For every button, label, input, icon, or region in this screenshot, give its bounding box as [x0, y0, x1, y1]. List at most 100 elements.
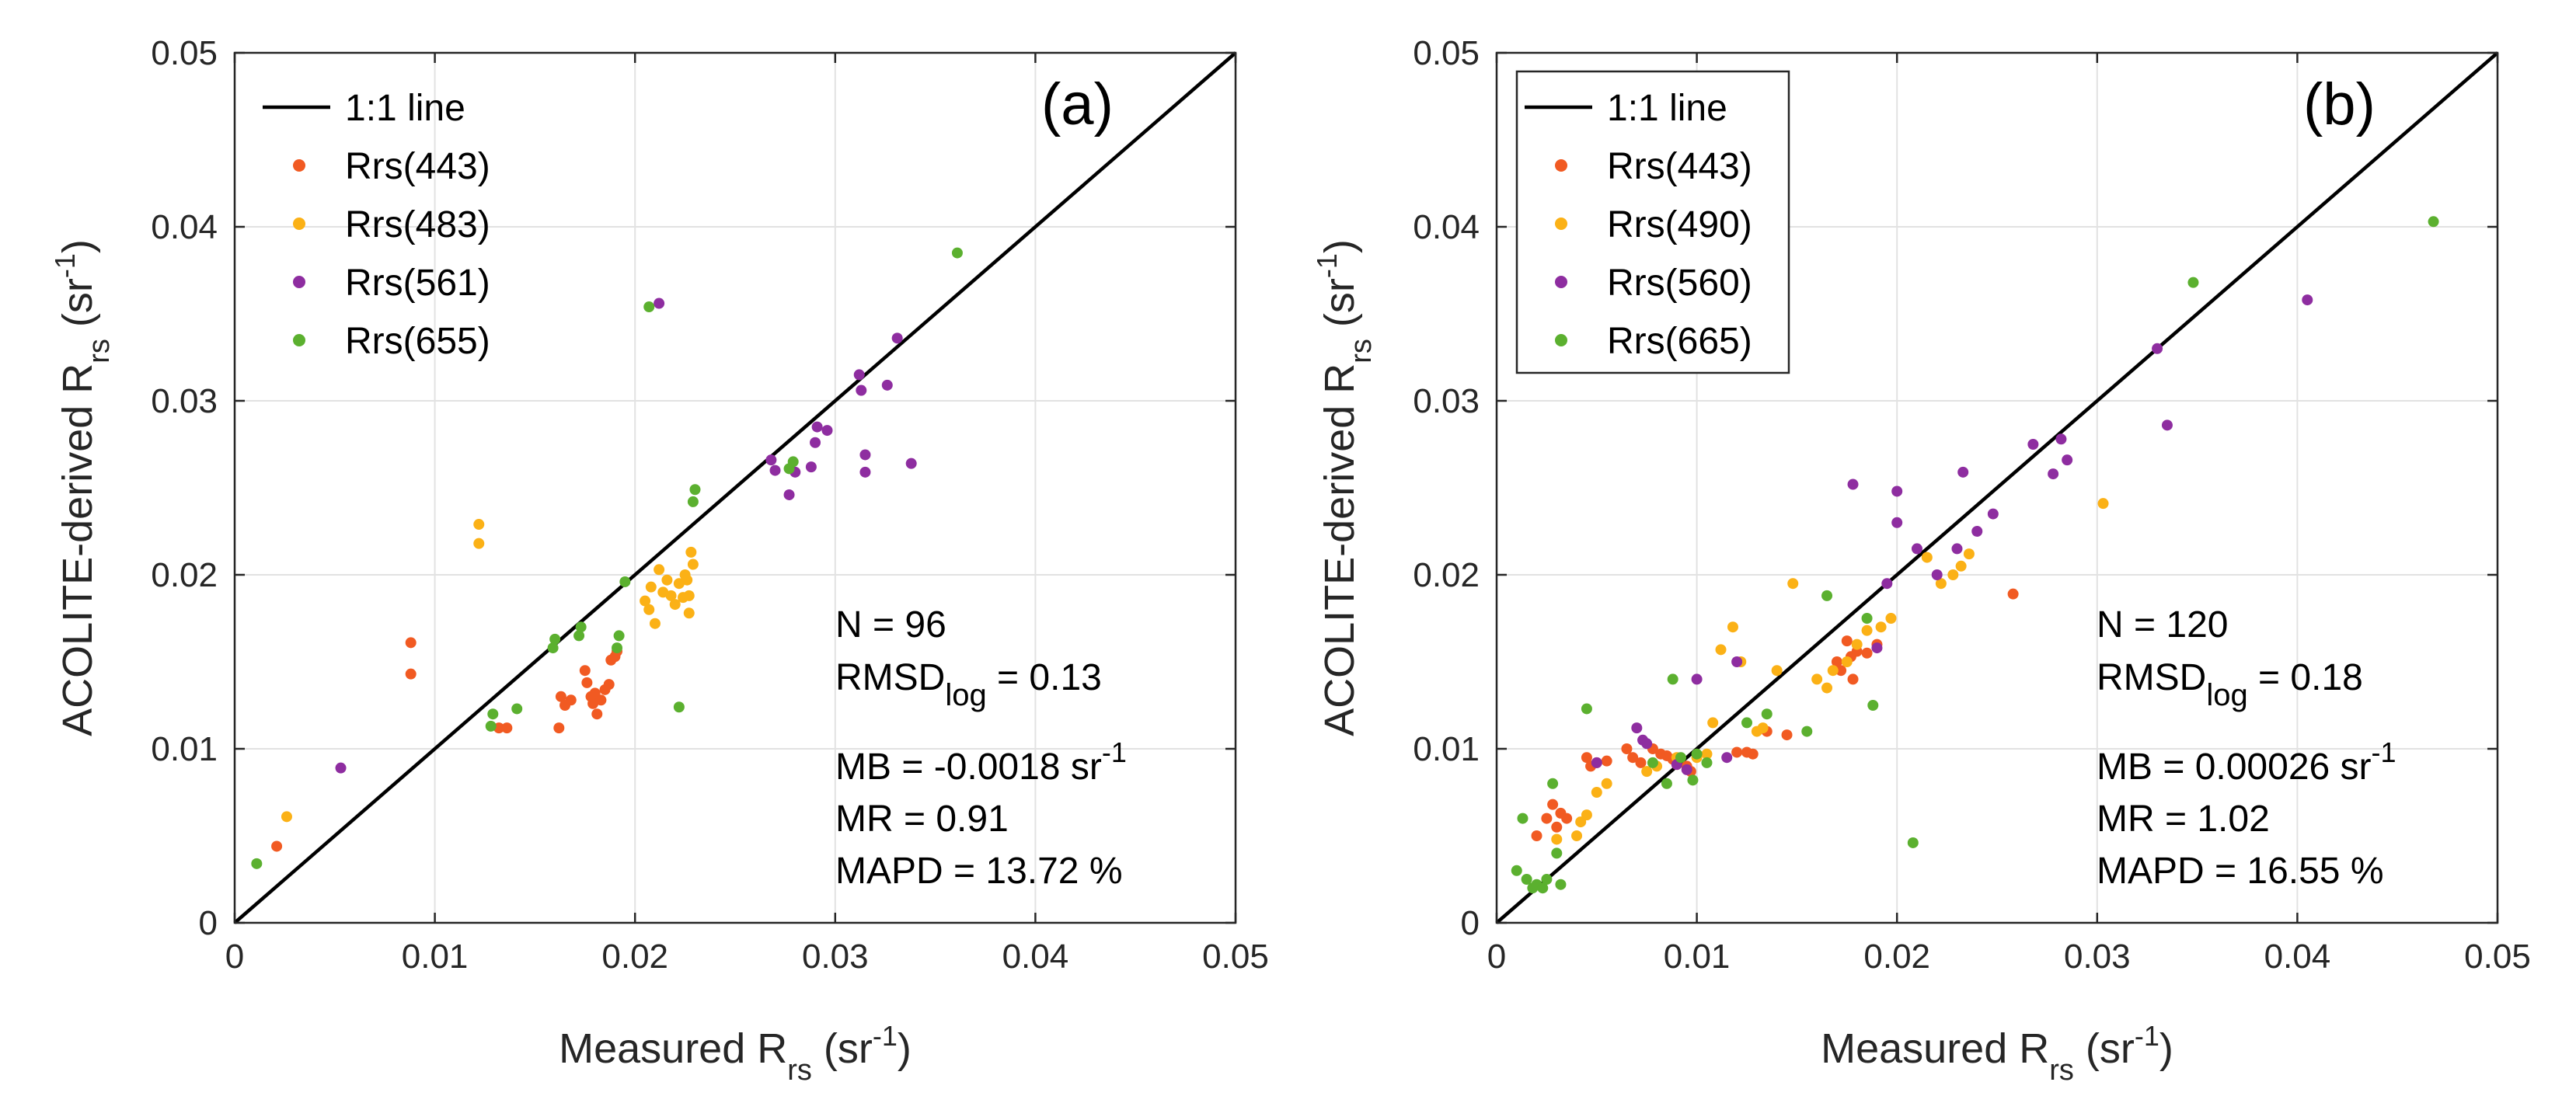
- data-point: [251, 858, 263, 869]
- x-tick-label: 0.01: [402, 938, 469, 976]
- data-point: [1641, 738, 1653, 750]
- stat-n: N = 120: [2097, 604, 2228, 645]
- data-point: [1551, 833, 1563, 845]
- stat-mb: MB = -0.0018 sr-1: [835, 736, 1127, 788]
- data-point: [769, 465, 781, 476]
- data-point: [1885, 613, 1897, 624]
- data-point: [821, 425, 833, 437]
- data-point: [1847, 673, 1859, 685]
- axes-frame: [1495, 51, 2499, 924]
- data-point: [765, 454, 777, 466]
- x-axis-label: Measured Rrs (sr-1): [1821, 1020, 2173, 1087]
- data-point: [2187, 277, 2199, 288]
- data-point: [1707, 717, 1719, 729]
- data-point: [575, 621, 587, 633]
- data-point: [1757, 722, 1769, 734]
- data-point: [951, 247, 963, 259]
- one-to-one-line: [1495, 51, 2499, 924]
- stat-mr: MR = 1.02: [2097, 799, 2270, 840]
- data-point: [1955, 560, 1967, 572]
- y-tick-label: 0.02: [1413, 556, 1480, 594]
- data-point: [603, 679, 615, 691]
- series-rrs-655-: [251, 247, 963, 869]
- data-point: [1517, 813, 1529, 824]
- y-tick-label: 0.05: [1413, 34, 1480, 72]
- data-point: [1511, 865, 1522, 876]
- y-tick-label: 0.01: [1413, 730, 1480, 768]
- data-point: [1821, 590, 1833, 601]
- data-point: [1661, 778, 1672, 789]
- data-point: [1731, 746, 1743, 758]
- x-tick-label: 0.05: [2464, 938, 2531, 976]
- x-tick-label: 0.04: [1002, 938, 1069, 976]
- data-point: [687, 496, 699, 507]
- data-point: [683, 607, 695, 619]
- data-point: [1551, 847, 1563, 859]
- data-point: [1547, 799, 1559, 810]
- data-point: [511, 703, 523, 715]
- data-point: [2302, 294, 2313, 306]
- stat-n: N = 96: [835, 604, 946, 645]
- data-point: [1761, 708, 1773, 720]
- panel-label: (b): [2303, 71, 2376, 137]
- data-point: [2152, 343, 2163, 354]
- data-point: [565, 694, 577, 706]
- data-point: [613, 630, 625, 642]
- data-point: [811, 421, 823, 433]
- data-point: [595, 694, 607, 706]
- data-point: [1741, 717, 1752, 729]
- data-point: [1861, 647, 1873, 659]
- data-point: [1715, 644, 1727, 656]
- data-point: [485, 720, 497, 732]
- data-point: [1781, 729, 1793, 741]
- data-point: [2048, 468, 2059, 480]
- data-point: [2161, 419, 2173, 431]
- x-tick-label: 0: [1487, 938, 1506, 976]
- x-axis-label: Measured Rrs (sr-1): [559, 1020, 912, 1087]
- data-point: [1987, 508, 1999, 520]
- data-point: [553, 722, 565, 734]
- data-point: [1861, 625, 1873, 636]
- legend-label-series-3: Rrs(560): [1607, 263, 1752, 304]
- data-point: [1821, 682, 1833, 694]
- x-tick-label: 0.04: [2264, 938, 2331, 976]
- x-tick-label: 0: [225, 938, 244, 976]
- data-point: [1867, 700, 1879, 711]
- data-point: [853, 369, 865, 381]
- data-point: [1911, 543, 1922, 555]
- data-point: [859, 466, 871, 478]
- data-point: [1871, 642, 1883, 654]
- axes: 0 0.01 0.02 0.03 0.04 0.05 0 0.01 0.02 0.03 0.04 0.…: [151, 34, 1268, 976]
- data-point: [405, 637, 417, 649]
- data-point: [501, 722, 513, 734]
- legend-label-series-4: Rrs(665): [1607, 321, 1752, 362]
- data-point: [1721, 752, 1733, 764]
- y-tick-label: 0.05: [151, 34, 218, 72]
- data-point: [581, 677, 593, 688]
- data-point: [783, 489, 795, 500]
- data-point: [640, 595, 651, 607]
- data-point: [1771, 665, 1783, 677]
- y-tick-label: 0.01: [151, 730, 218, 768]
- data-point: [1541, 874, 1553, 885]
- data-point: [1831, 656, 1842, 667]
- x-tick-label: 0.02: [601, 938, 668, 976]
- data-point: [1551, 821, 1563, 833]
- data-point: [1727, 621, 1738, 633]
- stat-mapd: MAPD = 13.72 %: [835, 851, 1123, 892]
- data-point: [645, 581, 657, 593]
- data-point: [891, 332, 903, 344]
- data-point: [856, 385, 867, 396]
- data-point: [1875, 621, 1887, 633]
- x-tick-label: 0.03: [802, 938, 869, 976]
- x-tick-label: 0.02: [1863, 938, 1930, 976]
- data-point: [473, 519, 485, 531]
- data-point: [679, 569, 691, 580]
- data-point: [1555, 879, 1567, 890]
- data-point: [1931, 569, 1943, 580]
- data-point: [1835, 665, 1847, 677]
- y-tick-label: 0.04: [1413, 208, 1480, 246]
- data-point: [1827, 665, 1839, 677]
- data-point: [1907, 837, 1919, 848]
